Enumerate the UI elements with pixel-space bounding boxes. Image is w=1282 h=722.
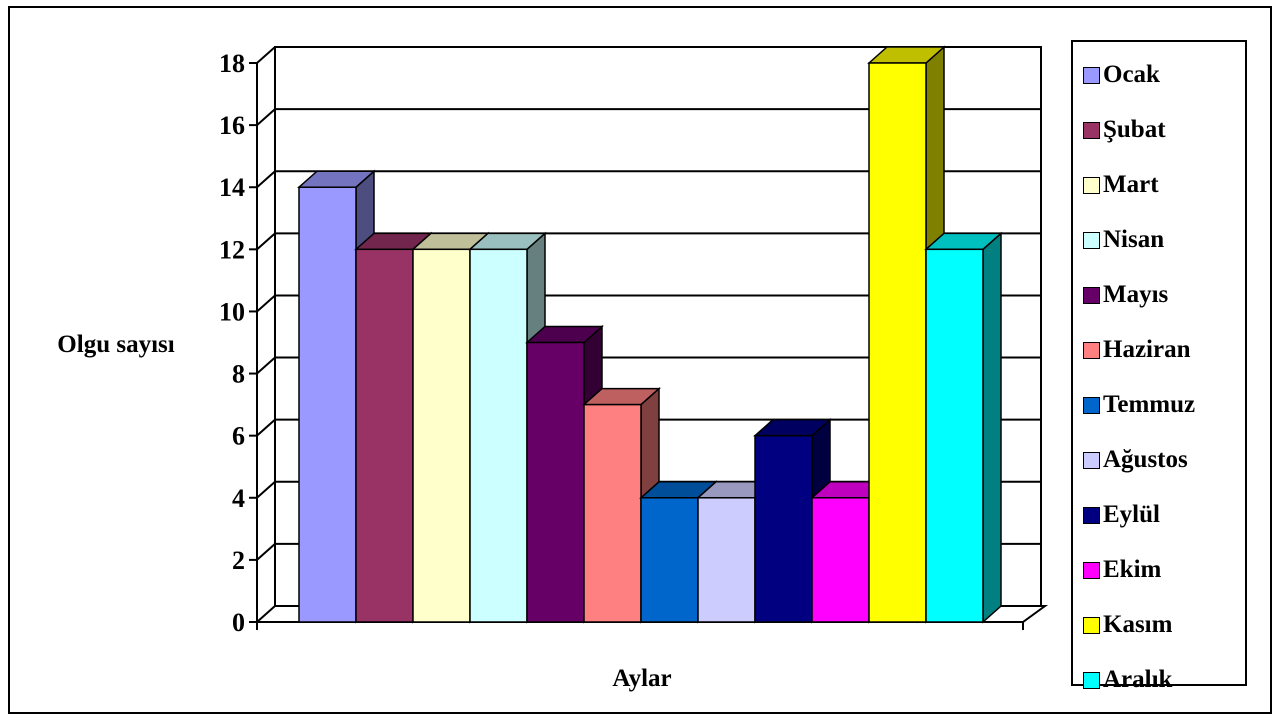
- gridline-side: [256, 46, 276, 64]
- y-tick-label: 10: [219, 297, 245, 326]
- y-tick-label: 0: [232, 608, 245, 637]
- bar-front: [298, 186, 357, 623]
- bar-front: [583, 403, 642, 623]
- gridline-side: [256, 294, 276, 313]
- legend-label: Aralık: [1103, 666, 1173, 693]
- legend-item: Haziran: [1083, 335, 1191, 365]
- x-axis-label: Aylar: [612, 665, 671, 692]
- tick-label-layer: 0 2 4 6 8 10 12 14 16 18: [219, 49, 245, 637]
- legend-swatch: [1083, 66, 1100, 84]
- legend-label: Ağustos: [1103, 446, 1188, 473]
- bar-front: [868, 62, 927, 623]
- legend-swatch: [1083, 561, 1100, 579]
- legend-item: Temmuz: [1083, 390, 1195, 420]
- legend-item: Nisan: [1083, 225, 1164, 255]
- gridline-side: [256, 481, 276, 499]
- legend-swatch: [1083, 396, 1100, 414]
- legend-item: Ocak: [1083, 60, 1160, 90]
- legend-label: Mayıs: [1103, 281, 1169, 308]
- y-axis-label: Olgu sayısı: [57, 331, 174, 358]
- bar-front: [697, 497, 756, 623]
- legend-item: Aralık: [1083, 665, 1172, 695]
- y-tick-label: 14: [219, 173, 245, 202]
- legend-label: Şubat: [1103, 116, 1166, 143]
- legend-label: Kasım: [1103, 611, 1173, 638]
- gridline-side: [256, 418, 276, 437]
- legend-label: Nisan: [1103, 226, 1165, 253]
- bar-front: [526, 341, 585, 623]
- bar-front: [469, 248, 528, 623]
- bar-front: [754, 434, 813, 623]
- y-tick-label: 18: [219, 49, 245, 78]
- legend-label: Ocak: [1103, 61, 1160, 88]
- bar-front: [925, 248, 984, 623]
- legend-item: Eylül: [1083, 500, 1160, 530]
- legend-item: Kasım: [1083, 610, 1172, 640]
- y-tick-label: 8: [232, 360, 245, 389]
- legend-item: Şubat: [1083, 115, 1166, 145]
- legend-swatch: [1083, 671, 1100, 689]
- legend-item: Mart: [1083, 170, 1159, 200]
- gridline-side: [256, 232, 276, 251]
- legend-item: Ekim: [1083, 555, 1161, 585]
- legend-swatch: [1083, 506, 1100, 524]
- bar-front: [811, 497, 870, 623]
- bar-layer: [297, 45, 1003, 624]
- legend-label: Ekim: [1103, 556, 1162, 583]
- y-tick-label: 4: [232, 484, 245, 513]
- bar-aralık: [924, 231, 1003, 624]
- legend: Ocak Şubat Mart Nisan Mayıs Haziran Temmuz Ağus…: [1071, 40, 1247, 693]
- y-tick-label: 6: [232, 422, 245, 451]
- legend-swatch: [1083, 451, 1100, 469]
- bar-side: [982, 231, 1002, 624]
- legend-swatch: [1083, 616, 1100, 634]
- gridline-side: [256, 356, 276, 375]
- legend-swatch: [1083, 121, 1100, 139]
- legend-item: Mayıs: [1083, 280, 1168, 310]
- bar-front: [412, 248, 471, 623]
- legend-label: Haziran: [1103, 336, 1191, 363]
- y-tick-label: 2: [232, 546, 245, 575]
- legend-label: Mart: [1103, 171, 1159, 198]
- bar-front: [640, 497, 699, 623]
- legend-label: Eylül: [1103, 501, 1160, 528]
- legend-swatch: [1083, 286, 1100, 304]
- gridline-side: [256, 543, 276, 561]
- y-tick-label: 16: [219, 111, 245, 140]
- legend-item: Ağustos: [1083, 445, 1188, 475]
- legend-swatch: [1083, 341, 1100, 359]
- gridline-side: [256, 170, 276, 188]
- legend-swatch: [1083, 176, 1100, 194]
- gridline-side: [256, 108, 276, 126]
- bar-front: [355, 248, 414, 623]
- y-tick-label: 12: [219, 235, 245, 264]
- legend-label: Temmuz: [1103, 391, 1196, 418]
- legend-swatch: [1083, 231, 1100, 249]
